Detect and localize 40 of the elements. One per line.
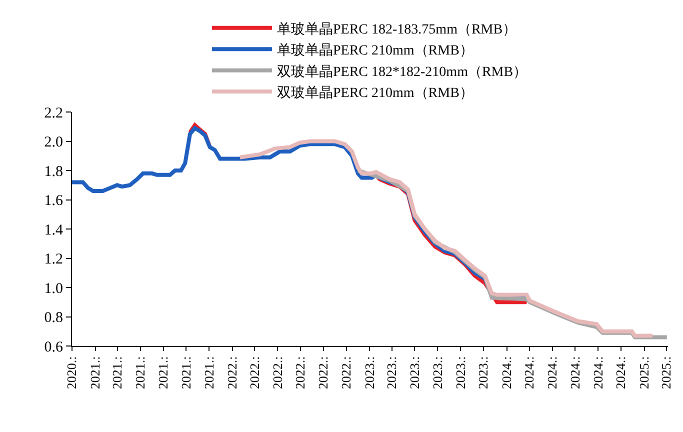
- x-tick-label: 2021.:: [201, 356, 216, 390]
- x-tick-label: 2022.:: [224, 356, 240, 390]
- y-tick-label: 1.6: [44, 193, 64, 209]
- x-tick-label: 2020.:: [64, 356, 80, 390]
- y-tick-label: 2.0: [44, 134, 63, 150]
- x-tick-label: 2022.:: [270, 356, 285, 390]
- legend-label: 双玻单晶PERC 210mm（RMB）: [277, 84, 474, 101]
- y-tick-label: 1.4: [44, 222, 64, 238]
- x-tick-label: 2022.:: [246, 356, 262, 390]
- x-tick-label: 2021.:: [156, 356, 171, 390]
- x-tick-label: 2021.:: [88, 356, 103, 390]
- x-tick-label: 2024.:: [590, 356, 606, 390]
- y-tick-label: 2.2: [44, 105, 63, 122]
- y-tick-label: 1.0: [44, 280, 63, 297]
- x-tick-label: 2021.:: [110, 356, 125, 390]
- x-tick-label: 2021.:: [178, 356, 194, 390]
- x-tick-label: 2024.:: [567, 356, 582, 390]
- x-tick-label: 2023.:: [430, 356, 445, 390]
- y-tick-label: 1.8: [44, 164, 63, 180]
- x-tick-label: 2021.:: [132, 356, 148, 390]
- y-tick-label: 0.6: [44, 339, 64, 356]
- x-tick-label: 2022.:: [338, 356, 354, 390]
- x-tick-label: 2023.:: [362, 356, 377, 390]
- x-tick-label: 2023.:: [476, 356, 491, 390]
- x-tick-label: 2025.:: [636, 356, 652, 390]
- y-tick-label: 0.8: [44, 310, 63, 326]
- x-tick-label: 2022.:: [316, 356, 331, 390]
- x-tick-label: 2023.:: [452, 356, 468, 390]
- x-tick-label: 2023.:: [406, 356, 422, 390]
- x-tick-label: 2022.:: [292, 356, 308, 390]
- x-tick-label: 2025.:: [658, 356, 674, 390]
- legend-label: 单玻单晶PERC 182-183.75mm（RMB）: [277, 21, 517, 38]
- x-tick-label: 2023.:: [384, 356, 400, 390]
- x-tick-label: 2024.:: [544, 356, 560, 390]
- x-tick-label: 2024.:: [613, 356, 628, 390]
- legend-label: 双玻单晶PERC 182*182-210mm（RMB）: [277, 64, 528, 80]
- legend-label: 单玻单晶PERC 210mm（RMB）: [277, 42, 474, 59]
- y-tick-label: 1.2: [44, 252, 63, 268]
- x-tick-label: 2024.:: [522, 356, 537, 390]
- x-tick-label: 2024.:: [499, 356, 514, 390]
